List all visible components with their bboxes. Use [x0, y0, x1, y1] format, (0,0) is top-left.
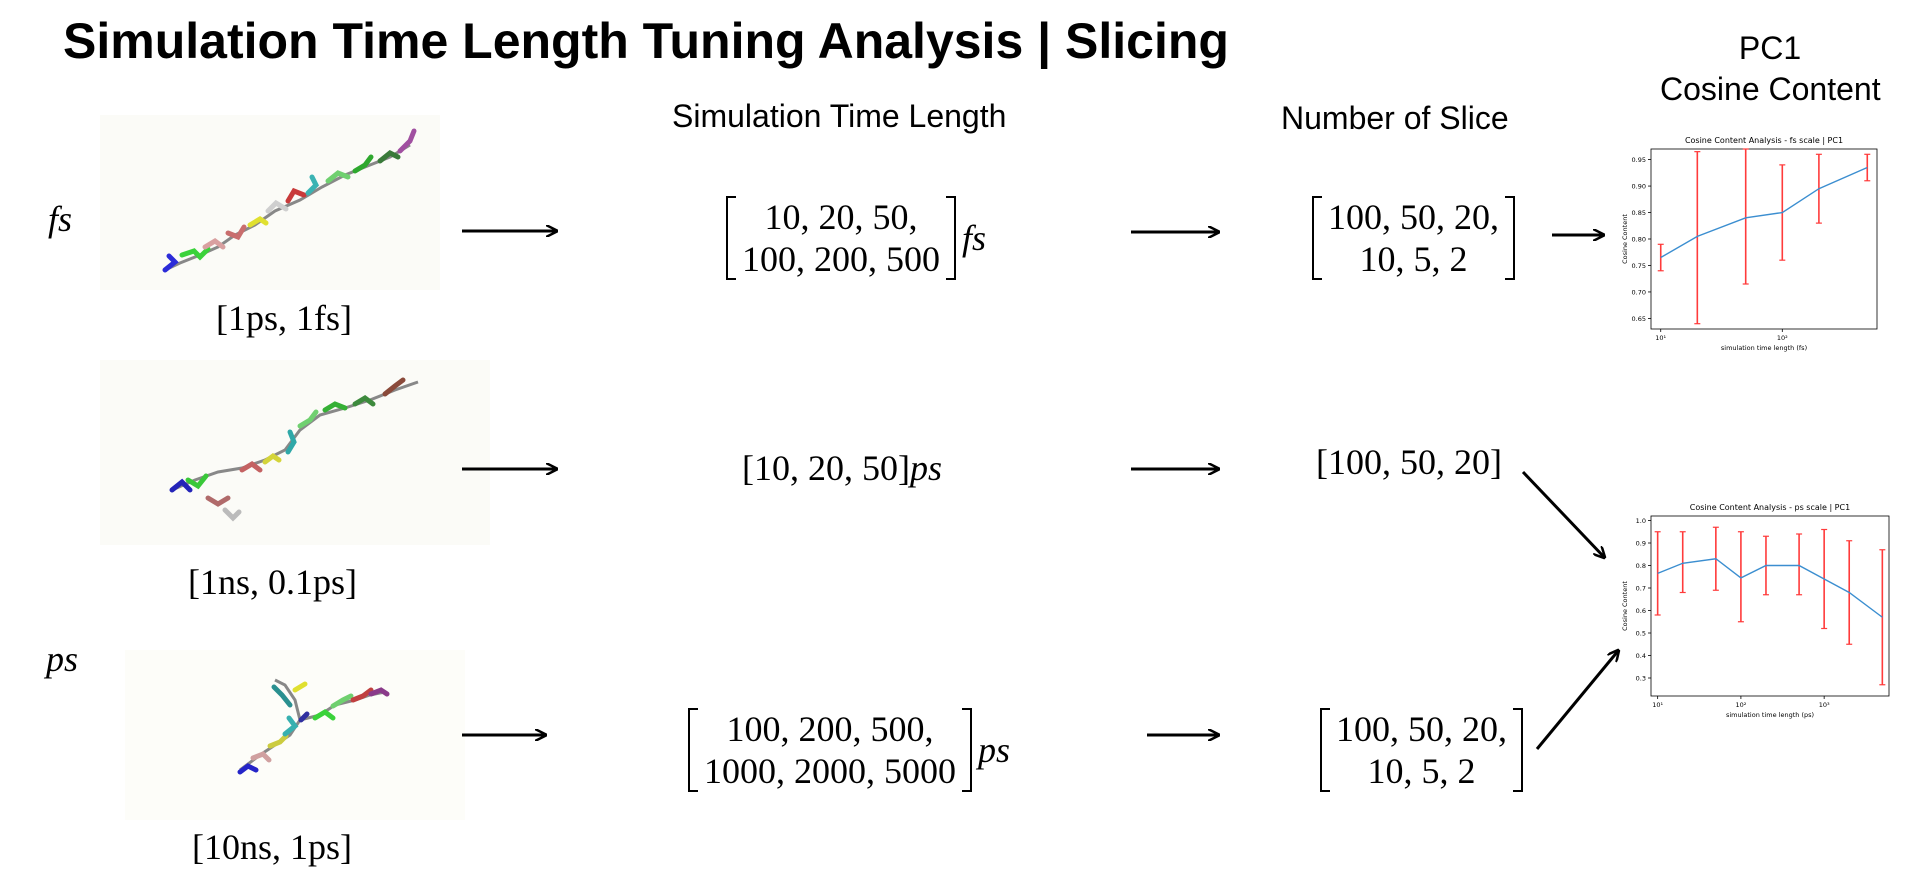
range-label-1: [1ps, 1fs]	[216, 298, 352, 338]
slice-vector-3-line1: 100, 50, 20,	[1336, 709, 1507, 749]
arrow-row3-c	[1535, 651, 1618, 750]
x-tick-label: 10¹	[1655, 334, 1666, 342]
y-axis-label: Cosine Content	[1621, 214, 1629, 264]
plot-area	[1650, 148, 1878, 330]
slice-vector-1: 100, 50, 20, 10, 5, 2	[1312, 196, 1515, 280]
y-tick-label: 0.9	[1636, 540, 1646, 548]
series-line	[1660, 166, 1868, 259]
page-title: Simulation Time Length Tuning Analysis |…	[63, 13, 1229, 69]
slice-vector-2: [100, 50, 20]	[1316, 442, 1502, 482]
y-tick-label: 0.3	[1636, 675, 1646, 683]
chart-ps-scale: Cosine Content Analysis - ps scale | PC1…	[1621, 503, 1890, 719]
y-tick-label: 0.75	[1632, 262, 1646, 270]
chart-title: Cosine Content Analysis - fs scale | PC1	[1685, 136, 1843, 145]
y-tick-label: 0.5	[1636, 630, 1646, 638]
header-pc1: PC1 Cosine Content	[1660, 30, 1881, 108]
x-tick-label: 10²	[1735, 701, 1746, 709]
x-tick-label: 10¹	[1652, 701, 1663, 709]
time-vector-2-values: [10, 20, 50]	[742, 448, 910, 488]
y-axis-label: Cosine Content	[1621, 581, 1629, 631]
range-label-2: [1ns, 0.1ps]	[188, 562, 357, 602]
slice-vector-1-line2: 10, 5, 2	[1359, 239, 1468, 279]
time-vector-3-line1: 100, 200, 500,	[726, 709, 934, 749]
time-vector-1: 10, 20, 50, 100, 200, 500 fs	[726, 196, 986, 280]
x-axis-label: simulation time length (ps)	[1726, 711, 1814, 719]
molecule-image-1	[100, 115, 440, 290]
side-label-fs: fs	[48, 199, 73, 239]
y-tick-label: 0.6	[1636, 607, 1646, 615]
chart-title: Cosine Content Analysis - ps scale | PC1	[1690, 503, 1850, 512]
y-tick-label: 0.65	[1632, 315, 1646, 323]
range-label-3: [10ns, 1ps]	[192, 827, 352, 867]
y-tick-label: 0.95	[1632, 156, 1646, 164]
slice-vector-3-line2: 10, 5, 2	[1367, 751, 1476, 791]
slice-vector-3: 100, 50, 20, 10, 5, 2	[1320, 708, 1523, 792]
chart-fs-scale: Cosine Content Analysis - fs scale | PC1…	[1621, 136, 1878, 352]
y-tick-label: 0.8	[1636, 562, 1646, 570]
time-vector-1-line1: 10, 20, 50,	[764, 197, 918, 237]
y-tick-label: 0.70	[1632, 288, 1646, 296]
arrow-row2-c	[1521, 470, 1604, 557]
x-axis-label: simulation time length (fs)	[1721, 344, 1807, 352]
x-tick-label: 10²	[1777, 334, 1788, 342]
plot-area	[1650, 515, 1890, 697]
time-vector-1-line2: 100, 200, 500	[742, 239, 940, 279]
header-simulation-time: Simulation Time Length	[672, 98, 1007, 134]
x-tick-label: 10³	[1819, 701, 1830, 709]
molecule-image-3	[125, 650, 465, 820]
y-tick-label: 0.7	[1636, 585, 1646, 593]
time-vector-2: [10, 20, 50]ps	[742, 447, 942, 489]
y-tick-label: 0.80	[1632, 236, 1646, 244]
molecule-image-2	[100, 360, 490, 545]
y-tick-label: 0.90	[1632, 183, 1646, 191]
y-tick-label: 0.4	[1636, 652, 1646, 660]
slice-vector-1-line1: 100, 50, 20,	[1328, 197, 1499, 237]
time-vector-3: 100, 200, 500, 1000, 2000, 5000 ps	[688, 708, 1010, 792]
header-pc1-line1: PC1	[1738, 30, 1802, 66]
time-unit-1: fs	[962, 218, 987, 258]
header-pc1-line2: Cosine Content	[1660, 71, 1881, 107]
time-unit-3: ps	[978, 730, 1011, 770]
header-number-of-slice: Number of Slice	[1281, 100, 1509, 136]
time-vector-3-line2: 1000, 2000, 5000	[704, 751, 956, 791]
y-tick-label: 1.0	[1636, 517, 1646, 525]
side-label-ps: ps	[46, 639, 79, 679]
y-tick-label: 0.85	[1632, 209, 1646, 217]
time-unit-2: ps	[909, 448, 942, 488]
